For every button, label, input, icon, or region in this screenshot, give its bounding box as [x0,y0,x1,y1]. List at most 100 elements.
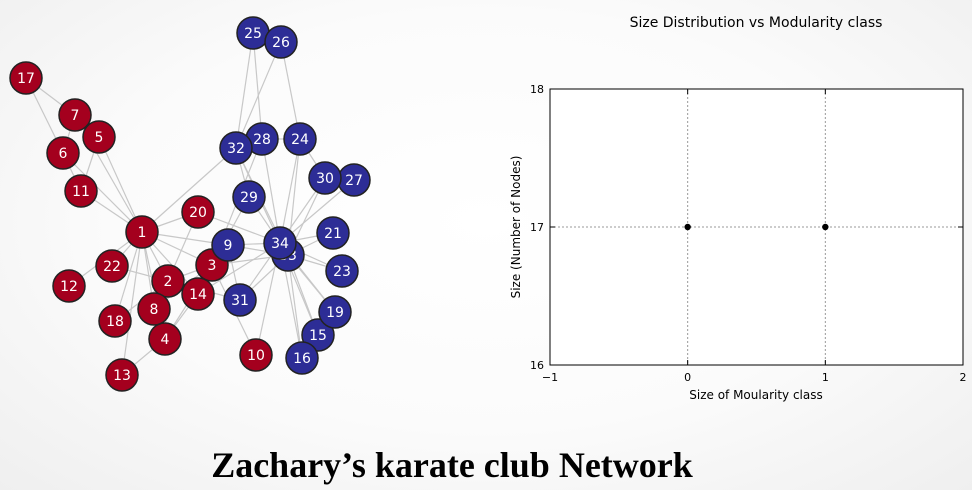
node-label-11: 11 [72,184,90,200]
y-tick-label: 16 [530,359,544,372]
node-16: 16 [285,341,319,375]
node-label-21: 21 [324,226,342,242]
data-points [684,223,829,231]
edge-16-33 [287,254,303,359]
node-label-18: 18 [106,314,124,330]
node-circle-18 [98,304,132,338]
node-label-8: 8 [150,302,159,318]
edge-26-32 [235,41,282,149]
node-5: 5 [82,120,116,154]
node-label-30: 30 [316,171,334,187]
node-circle-15 [301,318,335,352]
node-27: 27 [337,163,371,197]
node-label-26: 26 [272,35,290,51]
node-22: 22 [95,249,129,283]
x-axis-title: Size of Moularity class [689,388,823,402]
node-label-20: 20 [189,205,207,221]
node-label-12: 12 [60,279,78,295]
node-circle-29 [232,180,266,214]
node-15: 15 [301,318,335,352]
node-31: 31 [223,283,257,317]
node-4: 4 [148,322,182,356]
y-tick-label: 17 [530,221,544,234]
node-label-5: 5 [95,130,104,146]
node-label-6: 6 [59,146,68,162]
node-label-31: 31 [231,293,249,309]
node-circle-10 [239,338,273,372]
y-axis-ticks: 16 17 18 [530,83,963,372]
node-label-14: 14 [189,287,207,303]
node-circle-1 [125,215,159,249]
x-tick-label: 2 [960,371,967,384]
y-axis-title: Size (Number of Nodes) [509,156,523,299]
node-circle-31 [223,283,257,317]
node-circle-20 [181,195,215,229]
node-label-15: 15 [309,328,327,344]
node-circle-5 [82,120,116,154]
node-10: 10 [239,338,273,372]
node-circle-34 [263,226,297,260]
node-circle-11 [64,174,98,208]
node-34: 34 [263,226,297,260]
node-label-1: 1 [138,225,147,241]
node-21: 21 [316,216,350,250]
node-23: 23 [325,254,359,288]
edge-24-34 [279,138,301,244]
data-point [822,223,829,231]
scatter-chart: Size Distribution vs Modularity class −1… [509,15,967,402]
node-7: 7 [58,98,92,132]
node-label-25: 25 [244,26,262,42]
node-24: 24 [283,122,317,156]
node-circle-8 [137,292,171,326]
y-tick-label: 18 [530,83,544,96]
node-circle-12 [52,269,86,303]
node-circle-22 [95,249,129,283]
x-tick-label: 0 [684,371,691,384]
node-label-32: 32 [227,141,245,157]
node-14: 14 [181,277,215,311]
node-circle-26 [264,25,298,59]
node-circle-30 [308,161,342,195]
node-29: 29 [232,180,266,214]
node-circle-7 [58,98,92,132]
node-18: 18 [98,304,132,338]
node-9: 9 [211,228,245,262]
node-circle-16 [285,341,319,375]
node-circle-4 [148,322,182,356]
edge-1-5 [98,136,143,233]
node-circle-21 [316,216,350,250]
node-circle-14 [181,277,215,311]
node-label-27: 27 [345,173,363,189]
node-label-34: 34 [271,236,289,252]
node-30: 30 [308,161,342,195]
x-tick-label: 1 [822,371,829,384]
node-circle-17 [9,61,43,95]
node-32: 32 [219,131,253,165]
edge-25-28 [252,32,263,140]
node-17: 17 [9,61,43,95]
node-label-28: 28 [253,132,271,148]
data-point [684,223,691,231]
node-2: 2 [151,264,185,298]
node-circle-2 [151,264,185,298]
chart-title: Size Distribution vs Modularity class [630,15,883,31]
node-label-22: 22 [103,259,121,275]
edge-1-13 [121,231,143,376]
edge-1-32 [141,147,237,233]
node-6: 6 [46,136,80,170]
node-11: 11 [64,174,98,208]
x-axis-ticks: −1 0 1 2 [542,89,967,384]
node-label-2: 2 [164,274,173,290]
node-13: 13 [105,358,139,392]
node-8: 8 [137,292,171,326]
node-label-23: 23 [333,264,351,280]
node-label-9: 9 [224,238,233,254]
edge-1-6 [62,152,143,233]
node-circle-13 [105,358,139,392]
node-label-4: 4 [161,332,170,348]
x-tick-label: −1 [542,371,558,384]
node-circle-23 [325,254,359,288]
edge-28-34 [261,138,281,244]
